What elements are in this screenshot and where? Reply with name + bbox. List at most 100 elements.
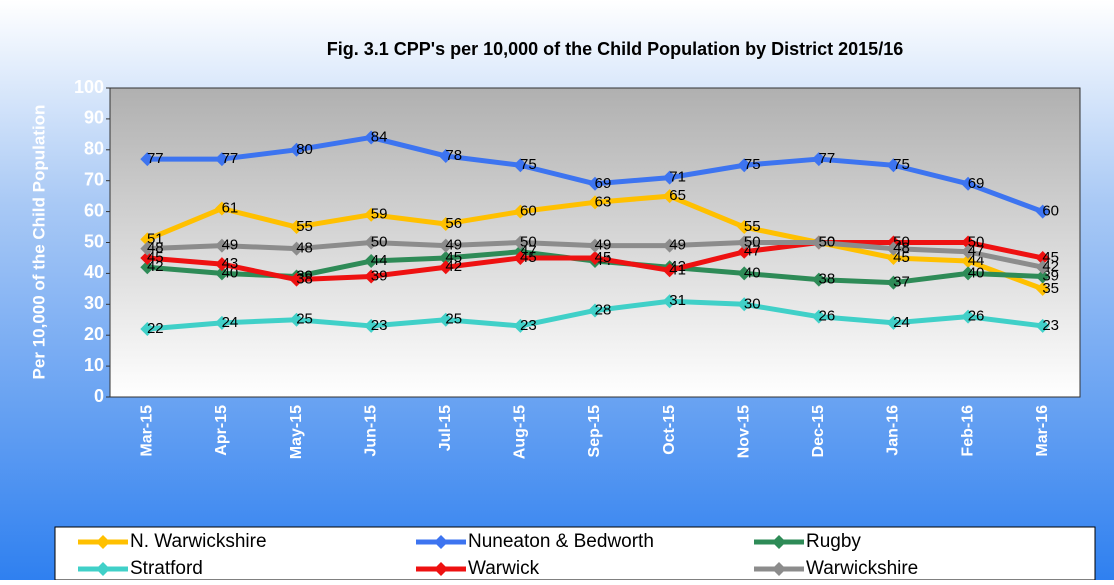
x-tick-label: Sep-15	[586, 405, 603, 458]
data-label: 55	[744, 218, 761, 235]
data-label: 84	[371, 128, 388, 145]
marker	[1035, 204, 1050, 219]
marker	[364, 269, 379, 284]
data-label: 23	[1042, 317, 1059, 334]
marker	[289, 312, 304, 327]
marker	[662, 294, 677, 309]
marker	[737, 235, 752, 250]
data-label: 77	[819, 150, 836, 167]
data-label: 45	[1042, 249, 1059, 266]
marker	[364, 318, 379, 333]
marker	[438, 238, 453, 253]
x-tick-label: Mar-16	[1034, 405, 1051, 457]
data-label: 65	[669, 187, 686, 204]
data-label: 39	[1042, 267, 1059, 284]
marker	[588, 303, 602, 318]
data-label: 26	[968, 308, 985, 325]
marker	[214, 152, 229, 167]
marker	[811, 309, 826, 324]
y-tick-label: 20	[84, 324, 104, 344]
data-label: 48	[893, 240, 910, 257]
data-label: 39	[371, 267, 388, 284]
marker	[140, 260, 155, 275]
y-tick-label: 0	[94, 386, 104, 406]
data-label: 61	[222, 199, 239, 216]
marker	[1035, 269, 1050, 284]
data-label: 40	[744, 264, 761, 281]
data-label: 35	[1042, 280, 1059, 297]
marker	[364, 254, 379, 269]
marker	[438, 216, 453, 231]
data-label: 45	[595, 249, 612, 266]
marker	[662, 263, 677, 278]
legend-label: N. Warwickshire	[130, 531, 267, 552]
marker	[961, 176, 976, 191]
marker	[289, 272, 304, 287]
data-label: 69	[968, 175, 985, 192]
data-label: 23	[371, 317, 388, 334]
marker	[737, 158, 752, 173]
x-tick-label: Aug-15	[512, 405, 529, 459]
data-label: 60	[520, 203, 537, 220]
data-label: 30	[744, 295, 761, 312]
data-label: 50	[520, 233, 537, 250]
data-label: 50	[744, 233, 761, 250]
legend-marker	[434, 535, 448, 549]
legend-label: Stratford	[130, 558, 203, 579]
marker	[886, 275, 901, 290]
data-label: 50	[968, 233, 985, 250]
y-tick-label: 40	[84, 262, 104, 282]
marker	[662, 238, 677, 253]
x-tick-label: Dec-15	[810, 405, 827, 458]
data-label: 50	[819, 233, 836, 250]
data-label: 42	[1042, 258, 1059, 275]
y-tick-label: 60	[84, 200, 104, 220]
data-label: 50	[371, 233, 388, 250]
marker	[811, 152, 826, 167]
marker	[1035, 260, 1050, 275]
data-label: 44	[371, 252, 388, 269]
marker	[438, 260, 453, 275]
legend-marker	[96, 562, 110, 576]
marker	[737, 297, 752, 312]
y-tick-label: 50	[84, 231, 104, 251]
data-label: 38	[296, 271, 313, 288]
marker	[513, 318, 528, 333]
y-tick-label: 100	[74, 77, 104, 97]
data-label: 47	[968, 243, 985, 260]
x-tick-label: Jun-15	[362, 405, 379, 457]
data-label: 43	[222, 255, 239, 272]
data-label: 51	[147, 230, 164, 247]
data-label: 56	[445, 215, 462, 232]
data-label: 49	[222, 237, 239, 254]
data-label: 45	[520, 249, 537, 266]
marker	[588, 238, 602, 253]
data-label: 60	[1042, 203, 1059, 220]
marker	[438, 250, 453, 265]
x-tick-label: Jan-16	[885, 405, 902, 456]
marker	[364, 235, 379, 250]
data-label: 38	[819, 271, 836, 288]
marker	[588, 176, 602, 191]
marker	[289, 142, 304, 157]
data-label: 48	[147, 240, 164, 257]
marker	[961, 309, 976, 324]
marker	[961, 235, 976, 250]
marker	[214, 266, 229, 281]
data-label: 31	[669, 292, 686, 309]
marker	[214, 238, 229, 253]
marker	[513, 204, 528, 219]
marker	[513, 250, 528, 265]
y-tick-label: 80	[84, 139, 104, 159]
marker	[289, 241, 304, 256]
y-axis-label: Per 10,000 of the Child Population	[29, 105, 48, 380]
data-label: 49	[669, 237, 686, 254]
marker	[1035, 250, 1050, 265]
legend-marker	[434, 562, 448, 576]
data-label: 63	[595, 193, 612, 210]
data-label: 25	[296, 311, 313, 328]
data-label: 49	[595, 237, 612, 254]
marker	[1035, 281, 1050, 296]
marker	[886, 250, 901, 265]
